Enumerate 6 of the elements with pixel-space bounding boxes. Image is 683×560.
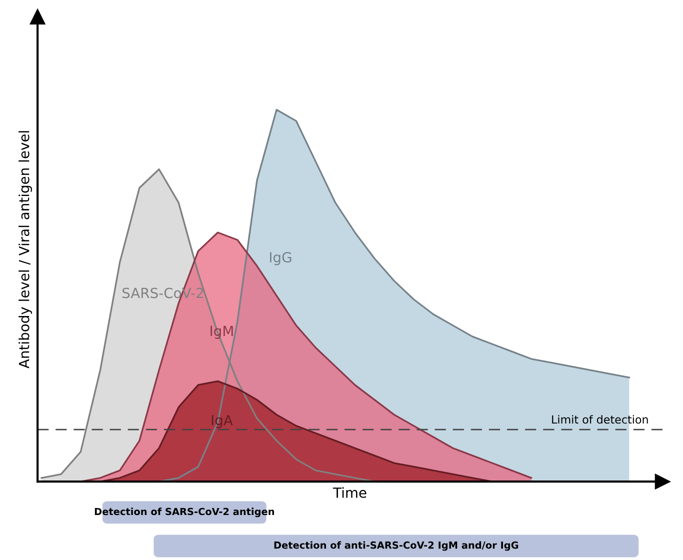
x-axis-title: Time [333,487,366,498]
y-axis-title: Antibody level / Viral antigen level [18,131,32,368]
series-label: IgG [270,252,292,266]
text: Detection of anti-SARS-CoV-2 IgM and/or IgG [274,541,518,551]
text: Detection of SARS-CoV-2 antigen [94,508,274,518]
ref-line-label: Limit of detection [552,415,648,424]
